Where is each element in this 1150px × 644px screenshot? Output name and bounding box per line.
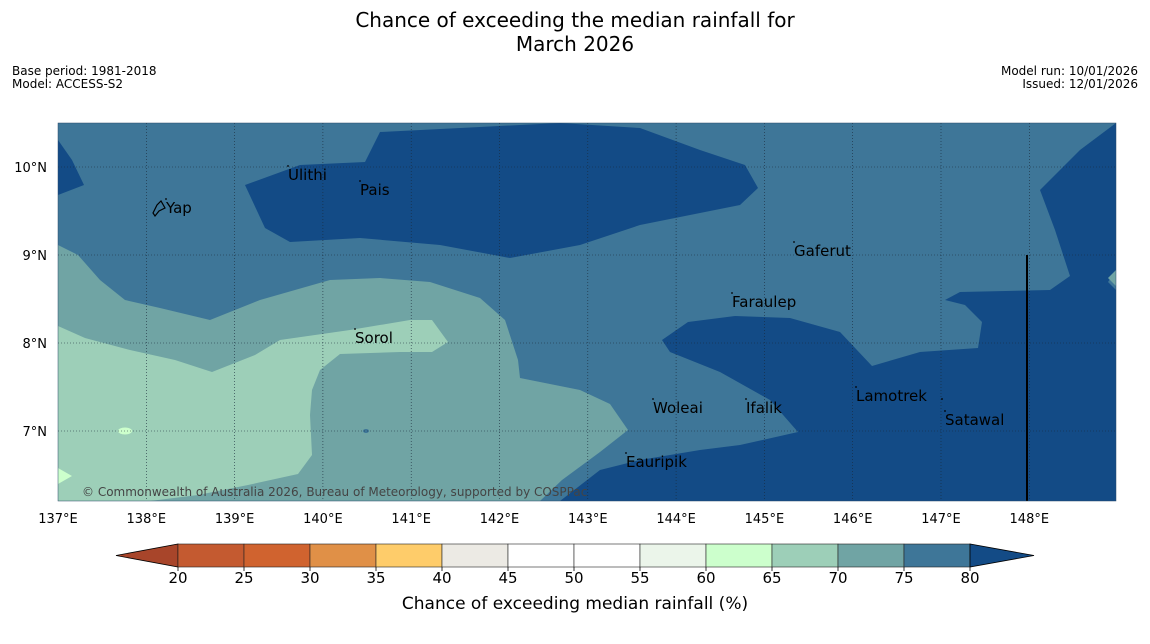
- y-tick-label: 10°N: [14, 161, 47, 176]
- yap-island-shape: [152, 200, 166, 218]
- place-label: Ulithi: [288, 166, 327, 184]
- place-marker: [944, 410, 946, 412]
- place-marker: [745, 398, 747, 400]
- y-tick-label: 8°N: [23, 337, 48, 352]
- meta-left: Base period: 1981-2018 Model: ACCESS-S2: [12, 65, 157, 91]
- contour-60-65: [58, 320, 448, 501]
- place-label: Satawal: [945, 411, 1004, 429]
- colorbar-segment: [177, 543, 245, 568]
- colorbar-tick-label: 80: [960, 569, 979, 587]
- contour-80-north: [245, 123, 758, 258]
- gridlines: [58, 123, 1116, 501]
- place-marker: [287, 165, 289, 167]
- colorbar-tick-label: 40: [432, 569, 451, 587]
- y-tick-label: 7°N: [23, 425, 48, 440]
- place-label: Pais: [360, 181, 390, 199]
- colorbar-segment: [573, 543, 641, 568]
- x-tick-label: 144°E: [656, 512, 696, 527]
- place-label: Gaferut: [794, 242, 851, 260]
- x-tick-label: 138°E: [127, 512, 167, 527]
- colorbar: 20 25 30 35 40 45 50 55 60 65 70 75 80: [115, 543, 1035, 587]
- colorbar-segment: [639, 543, 707, 568]
- colorbar-tick-label: 25: [234, 569, 253, 587]
- place-label: Eauripik: [626, 453, 687, 471]
- colorbar-extend-low: [115, 543, 179, 568]
- y-axis-ticks: 7°N 8°N 9°N 10°N: [14, 161, 47, 440]
- colorbar-tick-label: 60: [696, 569, 715, 587]
- x-tick-label: 142°E: [480, 512, 520, 527]
- place-labels: Ulithi Pais Yap Gaferut Faraulep Sorol Woleai I…: [165, 165, 1004, 471]
- place-marker: [793, 241, 795, 243]
- island-dot: [941, 398, 943, 400]
- colorbar-tick-label: 20: [168, 569, 187, 587]
- place-label: Lamotrek: [856, 387, 927, 405]
- contour-80-northwest: [58, 140, 84, 195]
- copyright-credit: © Commonwealth of Australia 2026, Bureau…: [82, 485, 587, 499]
- x-tick-label: 145°E: [745, 512, 785, 527]
- colorbar-tick-label: 65: [762, 569, 781, 587]
- title-line-2: March 2026: [515, 32, 635, 56]
- y-tick-label: 9°N: [23, 249, 48, 264]
- colorbar-segment: [507, 543, 575, 568]
- colorbar-segment: [771, 543, 839, 568]
- x-axis-ticks: 137°E 138°E 139°E 140°E 141°E 142°E 143°E 144°E…: [38, 512, 1049, 527]
- x-tick-label: 143°E: [568, 512, 608, 527]
- colorbar-tick-label: 70: [828, 569, 847, 587]
- colorbar-extend-high: [969, 543, 1035, 568]
- place-marker: [359, 180, 361, 182]
- map-title: Chance of exceeding the median rainfall …: [0, 8, 1150, 56]
- place-label: Yap: [165, 199, 192, 217]
- colorbar-segment: [837, 543, 905, 568]
- map-frame: [57, 122, 1117, 502]
- place-marker: [625, 452, 627, 454]
- base-period: Base period: 1981-2018: [12, 64, 157, 78]
- colorbar-segment: [705, 543, 773, 568]
- contour-75-80-spot: [363, 429, 369, 433]
- title-line-1: Chance of exceeding the median rainfall …: [355, 8, 795, 32]
- colorbar-segment: [903, 543, 971, 568]
- colorbar-tick-label: 30: [300, 569, 319, 587]
- colorbar-segment: [309, 543, 377, 568]
- x-tick-label: 141°E: [391, 512, 431, 527]
- colorbar-segment: [441, 543, 509, 568]
- model-name: Model: ACCESS-S2: [12, 77, 124, 91]
- place-marker: [652, 398, 654, 400]
- place-label: Ifalik: [746, 399, 782, 417]
- place-label: Faraulep: [732, 293, 796, 311]
- contour-70-75-edge: [1108, 270, 1116, 286]
- x-tick-label: 146°E: [833, 512, 873, 527]
- colorbar-segment: [243, 543, 311, 568]
- place-label: Woleai: [653, 399, 703, 417]
- place-marker: [855, 386, 857, 388]
- place-marker: [731, 292, 733, 294]
- model-run: Model run: 10/01/2026: [1000, 64, 1138, 78]
- contour-55-60-sw: [58, 468, 72, 484]
- contour-80-east: [560, 123, 1116, 501]
- x-tick-label: 137°E: [38, 512, 78, 527]
- colorbar-label: Chance of exceeding median rainfall (%): [401, 594, 749, 614]
- colorbar-tick-label: 35: [366, 569, 385, 587]
- colorbar-tick-label: 75: [894, 569, 913, 587]
- colorbar-segment: [375, 543, 443, 568]
- x-tick-label: 148°E: [1010, 512, 1050, 527]
- colorbar-tick-label: 55: [630, 569, 649, 587]
- place-label: Sorol: [355, 329, 393, 347]
- colorbar-tick-label: 45: [498, 569, 517, 587]
- x-tick-label: 147°E: [921, 512, 961, 527]
- meta-right: Model run: 10/01/2026 Issued: 12/01/2026: [1001, 65, 1138, 91]
- place-marker: [165, 198, 167, 200]
- x-tick-label: 140°E: [303, 512, 343, 527]
- x-tick-label: 139°E: [215, 512, 255, 527]
- issued-date: Issued: 12/01/2026: [1022, 77, 1138, 91]
- colorbar-tick-label: 50: [564, 569, 583, 587]
- contour-layer: [58, 123, 1116, 501]
- place-marker: [354, 328, 356, 330]
